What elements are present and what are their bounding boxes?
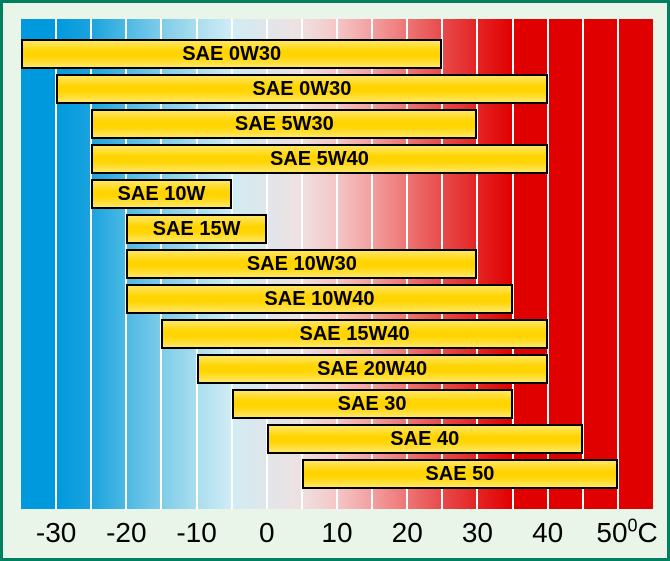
bar-label: SAE 5W40 <box>270 148 369 171</box>
sae-grade-bar: SAE 10W30 <box>126 249 477 279</box>
axis-tick-label: 20 <box>392 517 423 549</box>
sae-grade-bar: SAE 5W40 <box>91 144 547 174</box>
plot-area: SAE 0W30 SAE 0W30 SAE 5W30 SAE 5W40 SAE 10W S… <box>21 19 653 509</box>
bars-layer: SAE 0W30 SAE 0W30 SAE 5W30 SAE 5W40 SAE 10W S… <box>21 19 653 509</box>
bar-label: SAE 5W30 <box>235 113 334 136</box>
bar-label: SAE 10W <box>118 183 206 206</box>
sae-grade-bar: SAE 0W30 <box>21 39 442 69</box>
x-axis-labels: -30-20-10010203040500C <box>21 517 653 551</box>
chart-outer-frame: SAE 0W30 SAE 0W30 SAE 5W30 SAE 5W40 SAE 10W S… <box>0 0 670 561</box>
axis-unit-degree: 0 <box>628 516 638 536</box>
sae-grade-bar: SAE 20W40 <box>197 354 548 384</box>
bar-label: SAE 30 <box>338 393 407 416</box>
sae-grade-bar: SAE 40 <box>267 424 583 454</box>
plot-wrap: SAE 0W30 SAE 0W30 SAE 5W30 SAE 5W40 SAE 10W S… <box>21 19 649 548</box>
axis-tick-label: -30 <box>36 517 76 549</box>
axis-tick-label: -20 <box>106 517 146 549</box>
bar-label: SAE 50 <box>425 463 494 486</box>
axis-tick-label: 40 <box>532 517 563 549</box>
bar-label: SAE 20W40 <box>317 358 427 381</box>
sae-grade-bar: SAE 15W <box>126 214 266 244</box>
bar-label: SAE 0W30 <box>182 43 281 66</box>
sae-grade-bar: SAE 15W40 <box>161 319 547 349</box>
sae-grade-bar: SAE 30 <box>232 389 513 419</box>
bar-label: SAE 15W <box>153 218 241 241</box>
axis-tick-label: 500C <box>596 517 657 549</box>
bar-label: SAE 0W30 <box>252 78 351 101</box>
axis-unit-c: C <box>638 517 658 548</box>
axis-tick-label: 30 <box>462 517 493 549</box>
sae-grade-bar: SAE 10W <box>91 179 231 209</box>
bar-label: SAE 10W40 <box>264 288 374 311</box>
axis-tick-label: 10 <box>321 517 352 549</box>
axis-tick-label: 0 <box>259 517 275 549</box>
bar-label: SAE 40 <box>390 428 459 451</box>
axis-tick-label: -10 <box>176 517 216 549</box>
axis-tick-text: 50 <box>596 517 627 548</box>
sae-grade-bar: SAE 0W30 <box>56 74 548 104</box>
bar-label: SAE 10W30 <box>247 253 357 276</box>
sae-grade-bar: SAE 5W30 <box>91 109 477 139</box>
sae-grade-bar: SAE 10W40 <box>126 284 512 314</box>
bar-label: SAE 15W40 <box>300 323 410 346</box>
sae-grade-bar: SAE 50 <box>302 459 618 489</box>
